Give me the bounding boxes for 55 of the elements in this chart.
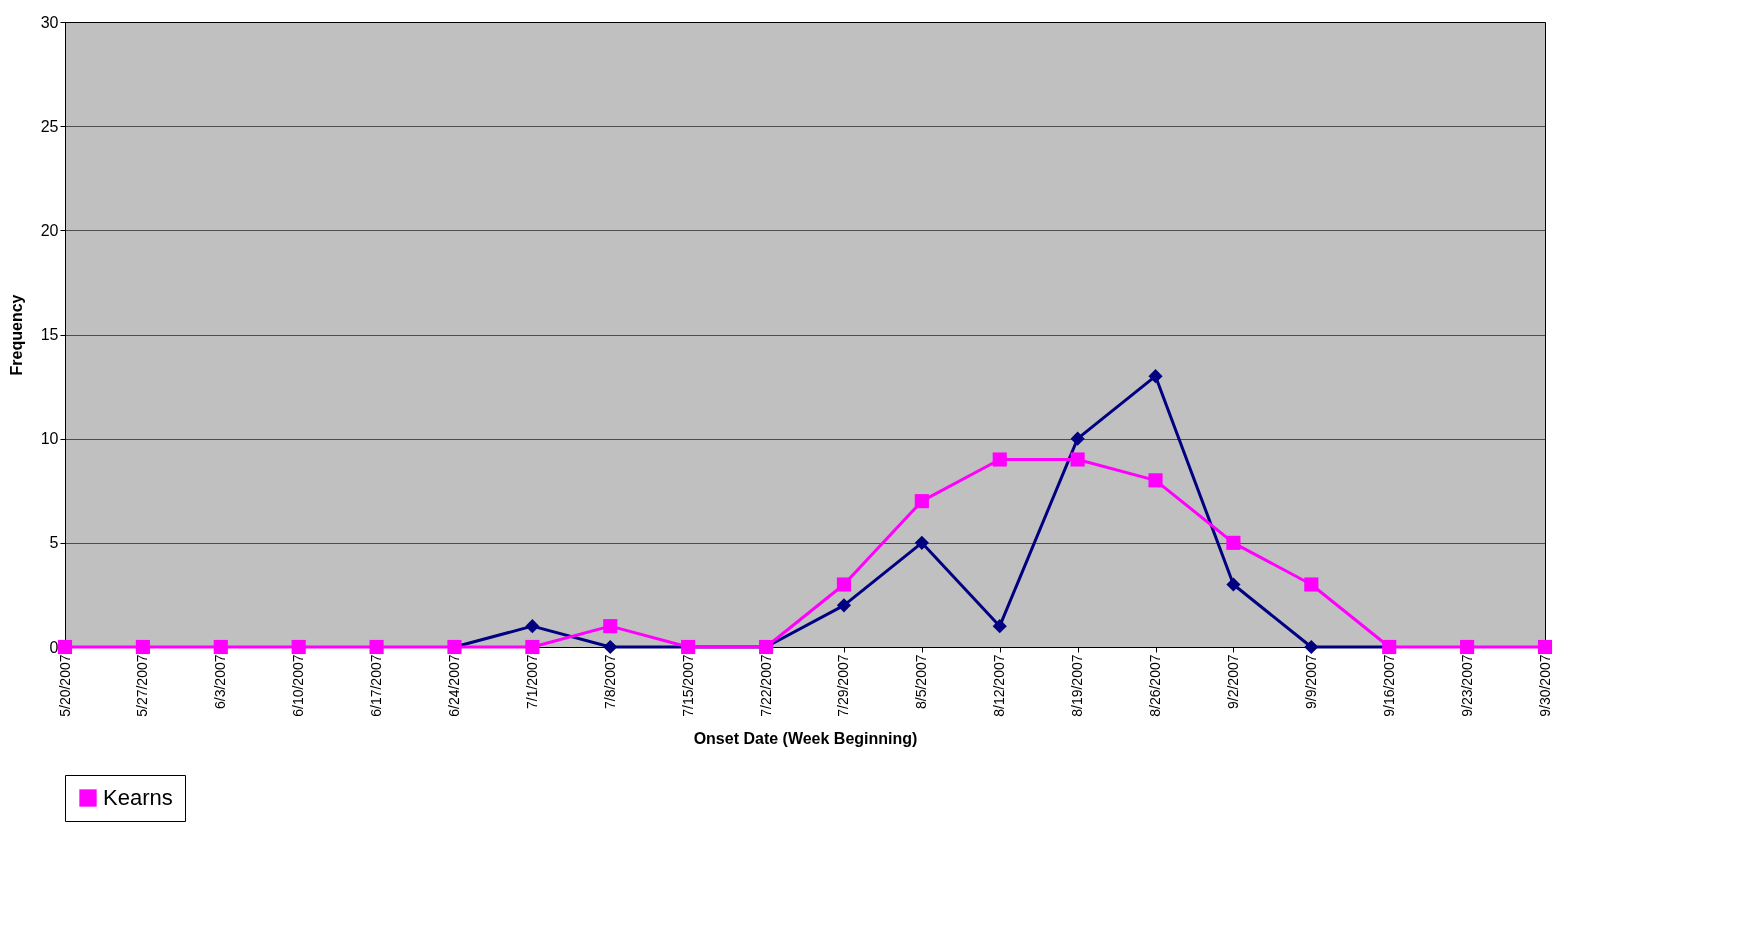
point [1460, 639, 1475, 655]
x-tick-label: 6/10/2007 [290, 654, 307, 717]
x-tick-label: 5/20/2007 [56, 654, 73, 717]
y-tick-label: 20 [40, 221, 59, 239]
point [992, 619, 1007, 634]
point [992, 452, 1007, 467]
point [213, 639, 228, 655]
x-tick-label: 6/3/2007 [212, 654, 229, 709]
legend-label: Kearns [103, 785, 173, 810]
x-tick-label: 8/5/2007 [913, 654, 930, 709]
x-tick-label: 8/26/2007 [1147, 654, 1164, 717]
point [135, 639, 150, 655]
point [1148, 473, 1163, 488]
y-tick-label: 15 [40, 326, 59, 343]
point [836, 577, 852, 592]
x-tick-label: 7/22/2007 [757, 654, 774, 717]
x-axis-title: Onset Date (Week Beginning) [693, 729, 918, 747]
point [369, 639, 384, 655]
point [1226, 535, 1241, 550]
x-tick-label: 9/16/2007 [1380, 654, 1397, 717]
x-tick-label: 7/1/2007 [523, 654, 540, 709]
y-axis-title: Frequency [7, 294, 25, 376]
y-tick-label: 5 [49, 534, 59, 552]
x-tick-label: 8/12/2007 [991, 654, 1008, 717]
x-tick-label: 7/15/2007 [679, 654, 696, 717]
point [1070, 452, 1085, 467]
x-tick-label: 9/30/2007 [1536, 654, 1553, 717]
x-tick-label: 9/9/2007 [1302, 654, 1319, 709]
point [57, 639, 73, 655]
point [1226, 577, 1241, 592]
point [1070, 431, 1085, 446]
point [1304, 577, 1319, 592]
y-tick-label: 25 [40, 117, 59, 135]
point [603, 639, 618, 655]
point [525, 619, 540, 634]
point [1537, 639, 1553, 655]
x-tick-label: 9/2/2007 [1224, 654, 1241, 709]
point [291, 639, 306, 655]
x-tick-label: 9/23/2007 [1458, 654, 1475, 717]
point [1304, 639, 1319, 655]
point [603, 619, 618, 634]
x-tick-label: 6/24/2007 [445, 654, 462, 717]
x-tick-label: 5/27/2007 [134, 654, 151, 717]
x-tick-label: 7/8/2007 [601, 654, 618, 709]
y-tick-label: 30 [40, 13, 59, 31]
y-tick-label: 10 [40, 430, 59, 448]
point [525, 639, 540, 655]
x-tick-label: 7/29/2007 [835, 654, 852, 717]
x-tick-label: 8/19/2007 [1069, 654, 1086, 717]
point [914, 535, 929, 550]
x-tick-label: 6/17/2007 [368, 654, 385, 717]
point [1148, 369, 1163, 384]
y-tick-label: 0 [49, 638, 59, 656]
point [836, 598, 852, 613]
point [914, 494, 929, 509]
